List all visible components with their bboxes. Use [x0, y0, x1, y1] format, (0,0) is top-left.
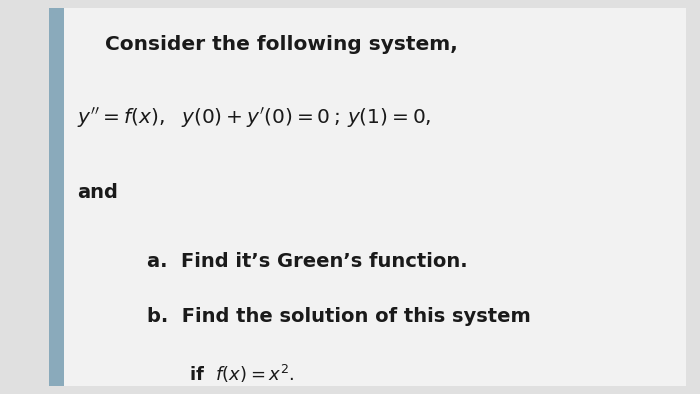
- Bar: [49, 8, 64, 386]
- Text: Consider the following system,: Consider the following system,: [105, 35, 458, 54]
- Text: a.  Find it’s Green’s function.: a. Find it’s Green’s function.: [147, 252, 468, 271]
- Text: if  $f(x) = x^2.$: if $f(x) = x^2.$: [189, 362, 295, 385]
- Text: b.  Find the solution of this system: b. Find the solution of this system: [147, 307, 531, 326]
- FancyBboxPatch shape: [49, 8, 686, 386]
- Text: $y'' = f(x),\ \ y(0) + y'(0) = 0\,;\,y(1) = 0,$: $y'' = f(x),\ \ y(0) + y'(0) = 0\,;\,y(1…: [77, 106, 431, 130]
- Text: and: and: [77, 183, 118, 202]
